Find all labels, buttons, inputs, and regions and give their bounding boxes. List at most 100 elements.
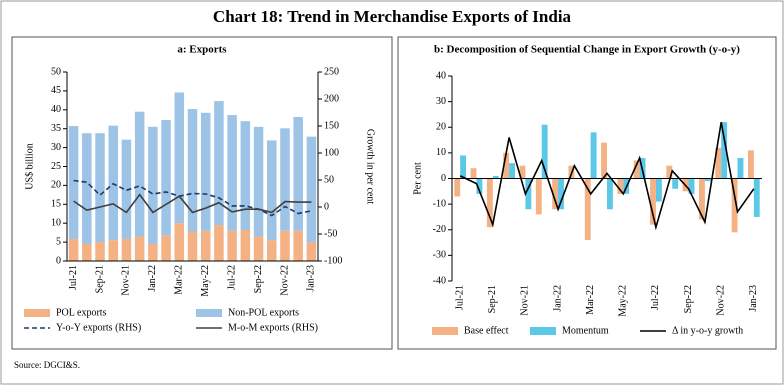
bar xyxy=(731,178,738,233)
bar xyxy=(509,163,515,179)
x-tick-label: Nov-22 xyxy=(716,285,727,316)
bar xyxy=(584,178,591,240)
y2-tick-label: 100 xyxy=(324,147,339,158)
bar xyxy=(747,150,754,179)
bar xyxy=(82,133,92,244)
x-tick-label: Nov-21 xyxy=(121,265,132,296)
y-tick-label: -30 xyxy=(433,250,446,261)
y2-tick-label: 0 xyxy=(324,201,329,212)
y-tick-label: 50 xyxy=(51,66,61,77)
bar xyxy=(535,178,542,215)
bar xyxy=(227,230,237,261)
bar xyxy=(148,126,158,244)
y-tick-label: 30 xyxy=(51,142,61,153)
bar xyxy=(253,236,264,261)
bar xyxy=(267,140,277,241)
bar xyxy=(503,152,510,179)
bar xyxy=(306,242,317,261)
bar xyxy=(240,230,251,261)
bar xyxy=(486,178,493,228)
bar xyxy=(200,230,211,261)
bar xyxy=(227,115,237,231)
y-tick-label: 25 xyxy=(51,161,61,172)
legend-swatch xyxy=(432,327,458,335)
bar xyxy=(174,92,185,224)
y-tick-label: 0 xyxy=(56,255,61,266)
bar xyxy=(148,243,158,261)
bar xyxy=(688,178,695,194)
bar xyxy=(174,223,185,261)
x-tick-label: Jan-22 xyxy=(147,265,158,292)
bar xyxy=(454,178,461,197)
x-tick-label: Sep-22 xyxy=(683,285,694,313)
legend-label: Momentum xyxy=(562,325,609,336)
x-tick-label: May-22 xyxy=(618,285,629,317)
bar xyxy=(541,124,548,179)
bar xyxy=(721,122,728,179)
bar xyxy=(134,236,145,261)
bar xyxy=(590,132,597,179)
y-tick-label: 20 xyxy=(51,180,61,191)
bar xyxy=(280,128,290,231)
bar xyxy=(306,136,317,243)
line-series xyxy=(73,193,312,214)
x-tick-label: Nov-22 xyxy=(279,265,290,296)
bar xyxy=(525,178,532,210)
y-tick-label: -10 xyxy=(433,198,446,209)
legend-label: POL exports xyxy=(56,307,107,318)
panel-title: a: Exports xyxy=(177,44,227,56)
y-tick-label: 40 xyxy=(436,70,446,81)
x-tick-label: May-22 xyxy=(200,265,211,297)
bar xyxy=(476,178,483,194)
bar xyxy=(655,178,662,202)
y2-tick-label: 150 xyxy=(324,120,339,131)
x-tick-label: Jul-22 xyxy=(650,285,661,310)
bar xyxy=(134,111,145,237)
figure-title: Chart 18: Trend in Merchandise Exports o… xyxy=(213,7,572,26)
bar xyxy=(108,240,118,261)
legend-swatch xyxy=(24,309,50,317)
panel-border xyxy=(11,36,393,350)
bar xyxy=(187,109,198,232)
bar xyxy=(253,126,264,237)
bar xyxy=(293,116,303,231)
bar xyxy=(552,178,559,210)
bar xyxy=(650,178,656,225)
line-series xyxy=(73,179,312,217)
y-tick-label: 35 xyxy=(51,123,61,134)
legend-label: Δ in y-o-y growth xyxy=(672,325,743,336)
y-axis-label: Per cent xyxy=(412,162,423,195)
bar xyxy=(161,120,171,236)
legend-label: Y-o-Y exports (RHS) xyxy=(56,322,141,333)
y2-tick-label: -50 xyxy=(324,228,337,239)
bar xyxy=(558,178,564,210)
y-tick-label: 5 xyxy=(56,236,61,247)
y2-tick-label: -100 xyxy=(324,255,342,266)
legend-label: Base effect xyxy=(464,325,509,336)
y-tick-label: -20 xyxy=(433,224,446,235)
y-tick-label: 45 xyxy=(51,85,61,96)
bar xyxy=(672,178,679,189)
bar xyxy=(715,147,722,179)
bar xyxy=(267,240,277,261)
y-tick-label: 10 xyxy=(51,217,61,228)
bar xyxy=(280,230,290,261)
bar xyxy=(519,165,526,179)
y-axis-label: US$ billion xyxy=(24,143,35,189)
y2-axis-label: Growth in per cent xyxy=(365,129,376,204)
legend-swatch xyxy=(530,327,556,335)
bar xyxy=(753,178,760,217)
bar xyxy=(187,231,198,261)
bar xyxy=(214,101,224,226)
bar xyxy=(95,242,105,261)
bar xyxy=(699,178,705,220)
x-tick-label: Mar-22 xyxy=(585,285,596,315)
x-tick-label: Mar-22 xyxy=(174,265,185,295)
bar xyxy=(240,121,251,231)
bar xyxy=(95,133,105,243)
y2-tick-label: 50 xyxy=(324,174,334,185)
source-note: Source: DGCI&S. xyxy=(14,360,80,370)
y2-tick-label: 200 xyxy=(324,93,339,104)
x-tick-label: Sep-21 xyxy=(94,265,105,293)
bar xyxy=(161,235,171,261)
